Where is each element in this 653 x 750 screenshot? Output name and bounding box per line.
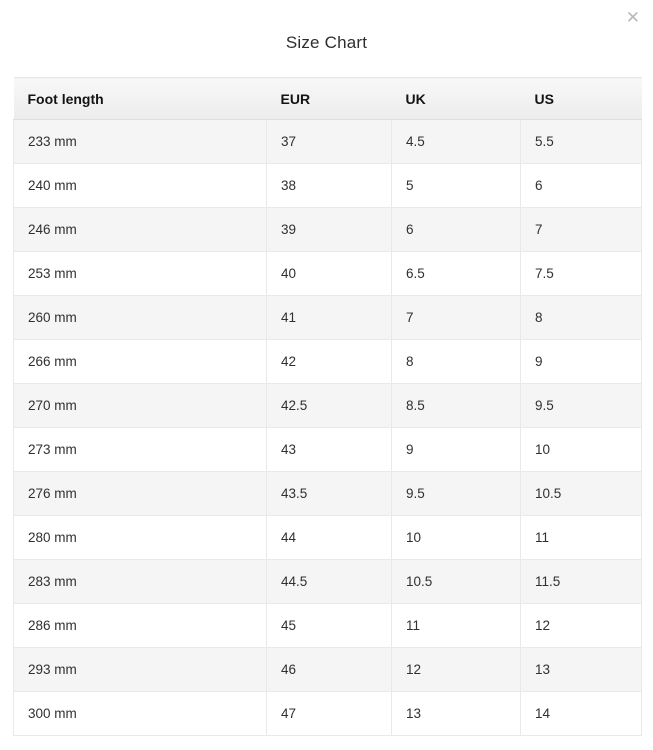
table-cell: 43.5 <box>266 471 392 516</box>
header-cell: UK <box>391 77 521 120</box>
table-cell: 14 <box>520 691 642 736</box>
table-cell: 233 mm <box>13 119 267 164</box>
table-row: 286 mm 45 11 12 <box>13 603 642 648</box>
table-cell: 11.5 <box>520 559 642 604</box>
page-title: Size Chart <box>285 33 368 52</box>
table-cell: 7.5 <box>520 251 642 296</box>
header-cell: EUR <box>266 77 392 120</box>
table-cell: 13 <box>391 691 521 736</box>
table-cell: 293 mm <box>13 647 267 692</box>
table-row: 246 mm 39 6 7 <box>13 207 642 252</box>
table-cell: 9.5 <box>391 471 521 516</box>
table-cell: 253 mm <box>13 251 267 296</box>
table-header-row: Foot length EUR UK US <box>13 77 642 120</box>
table-cell: 8 <box>391 339 521 384</box>
table-row: 300 mm 47 13 14 <box>13 691 642 736</box>
table-row: 276 mm 43.5 9.5 10.5 <box>13 471 642 516</box>
table-cell: 11 <box>391 603 521 648</box>
table-cell: 43 <box>266 427 392 472</box>
table-cell: 9 <box>520 339 642 384</box>
table-cell: 10 <box>391 515 521 560</box>
table-row: 270 mm 42.5 8.5 9.5 <box>13 383 642 428</box>
table-cell: 13 <box>520 647 642 692</box>
table-row: 293 mm 46 12 13 <box>13 647 642 692</box>
table-cell: 38 <box>266 163 392 208</box>
table-cell: 42.5 <box>266 383 392 428</box>
close-icon[interactable]: ✕ <box>625 8 640 27</box>
header-cell: Foot length <box>13 77 267 120</box>
table-cell: 273 mm <box>13 427 267 472</box>
table-body: 233 mm 37 4.5 5.5 240 mm 38 5 6 246 mm 39 6 7 253 mm… <box>13 119 642 736</box>
table-cell: 266 mm <box>13 339 267 384</box>
table-cell: 4.5 <box>391 119 521 164</box>
table-cell: 7 <box>391 295 521 340</box>
table-cell: 6 <box>520 163 642 208</box>
table-cell: 280 mm <box>13 515 267 560</box>
table-row: 253 mm 40 6.5 7.5 <box>13 251 642 296</box>
table-row: 280 mm 44 10 11 <box>13 515 642 560</box>
table-cell: 42 <box>266 339 392 384</box>
header-cell: US <box>520 77 642 120</box>
table-row: 273 mm 43 9 10 <box>13 427 642 472</box>
table-cell: 246 mm <box>13 207 267 252</box>
table-cell: 7 <box>520 207 642 252</box>
table-cell: 5 <box>391 163 521 208</box>
table-cell: 10.5 <box>520 471 642 516</box>
table-cell: 283 mm <box>13 559 267 604</box>
table-cell: 39 <box>266 207 392 252</box>
table-cell: 12 <box>391 647 521 692</box>
table-cell: 12 <box>520 603 642 648</box>
table-cell: 8.5 <box>391 383 521 428</box>
table-cell: 41 <box>266 295 392 340</box>
table-cell: 6.5 <box>391 251 521 296</box>
table-cell: 286 mm <box>13 603 267 648</box>
table-row: 233 mm 37 4.5 5.5 <box>13 119 642 164</box>
table-cell: 6 <box>391 207 521 252</box>
table-cell: 44.5 <box>266 559 392 604</box>
table-cell: 240 mm <box>13 163 267 208</box>
table-row: 240 mm 38 5 6 <box>13 163 642 208</box>
table-cell: 40 <box>266 251 392 296</box>
table-cell: 300 mm <box>13 691 267 736</box>
table-cell: 46 <box>266 647 392 692</box>
table-row: 283 mm 44.5 10.5 11.5 <box>13 559 642 604</box>
table-cell: 45 <box>266 603 392 648</box>
table-row: 260 mm 41 7 8 <box>13 295 642 340</box>
table-row: 266 mm 42 8 9 <box>13 339 642 384</box>
table-cell: 5.5 <box>520 119 642 164</box>
table-cell: 10 <box>520 427 642 472</box>
table-cell: 10.5 <box>391 559 521 604</box>
table-header: Foot length EUR UK US <box>13 77 642 120</box>
table-cell: 8 <box>520 295 642 340</box>
size-chart-table: Foot length EUR UK US 233 mm 37 4.5 5.5 240 mm 3… <box>13 77 642 736</box>
table-cell: 44 <box>266 515 392 560</box>
table-cell: 9.5 <box>520 383 642 428</box>
table-cell: 47 <box>266 691 392 736</box>
table-cell: 11 <box>520 515 642 560</box>
table-cell: 37 <box>266 119 392 164</box>
table-cell: 9 <box>391 427 521 472</box>
table-cell: 260 mm <box>13 295 267 340</box>
table-cell: 270 mm <box>13 383 267 428</box>
table-cell: 276 mm <box>13 471 267 516</box>
